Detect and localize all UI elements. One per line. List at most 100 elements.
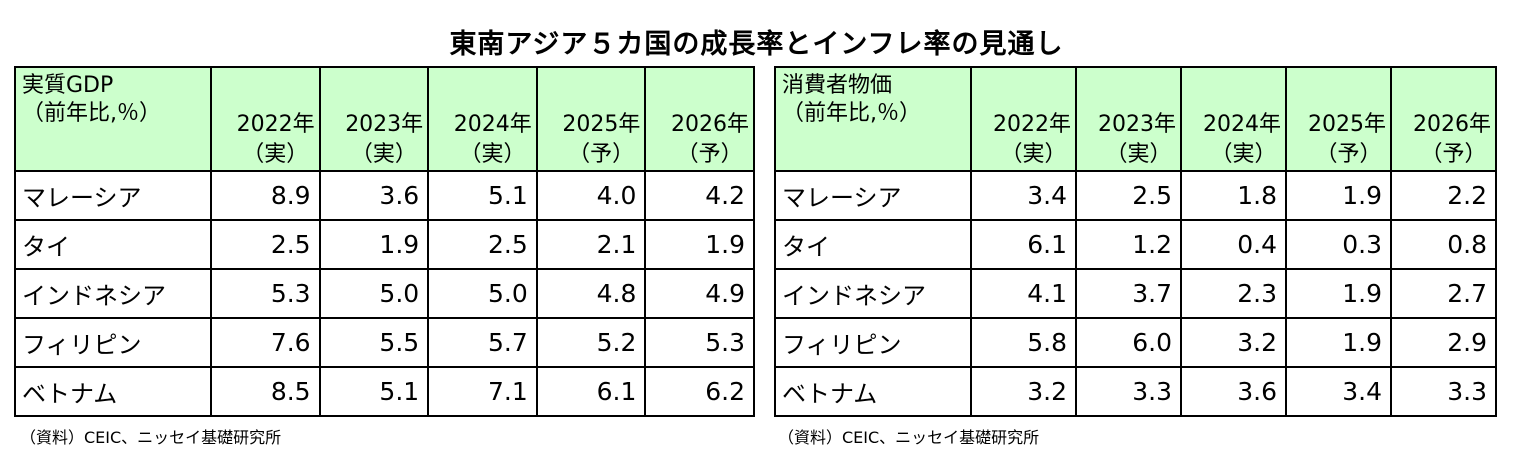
table-row: インドネシア 5.3 5.0 5.0 4.8 4.9 [14, 268, 755, 319]
table-cell-value: 0.8 [1390, 219, 1497, 270]
column-header: 2023年 （実） [318, 66, 430, 172]
country-name: インドネシア [14, 268, 212, 319]
table-cell-value: 2.5 [427, 219, 538, 270]
table-cell-value: 5.7 [427, 317, 538, 368]
table-cell-value: 3.6 [318, 170, 430, 221]
table-row: ベトナム 3.2 3.3 3.6 3.4 3.3 [774, 366, 1497, 417]
table-cell-value: 0.4 [1180, 219, 1287, 270]
corner-title: 消費者物価 [782, 73, 893, 98]
table-cell-value: 5.0 [318, 268, 430, 319]
country-name: フィリピン [14, 317, 212, 368]
table-cell-value: 7.1 [427, 366, 538, 417]
table-cell-value: 4.1 [970, 268, 1077, 319]
table-cell-value: 2.3 [1180, 268, 1287, 319]
table-row: インドネシア 4.1 3.7 2.3 1.9 2.7 [774, 268, 1497, 319]
column-header: 2024年 （実） [427, 66, 538, 172]
column-kind: （実） [1210, 142, 1277, 167]
country-name: インドネシア [774, 268, 972, 319]
table-cell-value: 5.5 [318, 317, 430, 368]
table-cell-value: 3.4 [1285, 366, 1392, 417]
table-cell-value: 2.5 [210, 219, 321, 270]
column-year: 2025年 [1308, 112, 1386, 137]
table-cell-value: 3.6 [1180, 366, 1287, 417]
table-cell-value: 5.8 [970, 317, 1077, 368]
table-cell-value: 7.6 [210, 317, 321, 368]
table-cell-value: 5.3 [644, 317, 755, 368]
table-cell-value: 1.8 [1180, 170, 1287, 221]
column-year: 2026年 [671, 112, 749, 137]
table-cell-value: 2.9 [1390, 317, 1497, 368]
table-cell-value: 3.7 [1075, 268, 1182, 319]
table-cell-value: 4.8 [535, 268, 647, 319]
country-name: ベトナム [14, 366, 212, 417]
table-cell-value: 8.9 [210, 170, 321, 221]
table-cell-value: 6.2 [644, 366, 755, 417]
table-cell-value: 1.9 [318, 219, 430, 270]
table-cell-value: 6.1 [970, 219, 1077, 270]
column-header: 2026年 （予） [644, 66, 755, 172]
country-name: マレーシア [774, 170, 972, 221]
table-cell-value: 2.2 [1390, 170, 1497, 221]
column-year: 2022年 [236, 112, 315, 137]
table-row: タイ 6.1 1.2 0.4 0.3 0.8 [774, 219, 1497, 270]
table-cell-value: 3.4 [970, 170, 1077, 221]
column-kind: （実） [1105, 142, 1172, 167]
column-kind: （実） [242, 142, 309, 167]
table-corner-label: 実質GDP （前年比,％） [14, 66, 212, 172]
table-cell-value: 3.2 [1180, 317, 1287, 368]
table-header-row: 消費者物価 （前年比,％） 2022年 （実） 2023年 （実） 2024年 （実） 2025… [774, 66, 1497, 172]
column-year: 2024年 [453, 112, 532, 137]
table-cell-value: 5.3 [210, 268, 321, 319]
table-cell-value: 0.3 [1285, 219, 1392, 270]
table-cell-value: 6.0 [1075, 317, 1182, 368]
column-header: 2024年 （実） [1180, 66, 1287, 172]
country-name: タイ [14, 219, 212, 270]
corner-unit: （前年比,％） [22, 101, 161, 126]
table-row: フィリピン 7.6 5.5 5.7 5.2 5.3 [14, 317, 755, 368]
column-year: 2023年 [345, 112, 424, 137]
table-cell-value: 3.2 [970, 366, 1077, 417]
table-corner-label: 消費者物価 （前年比,％） [774, 66, 972, 172]
table-cell-value: 3.3 [1390, 366, 1497, 417]
table-cell-value: 2.1 [535, 219, 647, 270]
column-header: 2022年 （実） [970, 66, 1077, 172]
column-kind: （予） [1315, 142, 1382, 167]
table-cell-value: 1.9 [1285, 170, 1392, 221]
table-cell-value: 2.5 [1075, 170, 1182, 221]
table-cell-value: 5.2 [535, 317, 647, 368]
table-cell-value: 1.9 [1285, 317, 1392, 368]
country-name: マレーシア [14, 170, 212, 221]
column-header: 2023年 （実） [1075, 66, 1182, 172]
table-row: フィリピン 5.8 6.0 3.2 1.9 2.9 [774, 317, 1497, 368]
table-cell-value: 5.1 [318, 366, 430, 417]
table-row: ベトナム 8.5 5.1 7.1 6.1 6.2 [14, 366, 755, 417]
country-name: ベトナム [774, 366, 972, 417]
column-kind: （予） [1420, 142, 1487, 167]
column-header: 2022年 （実） [210, 66, 321, 172]
table-cell-value: 1.9 [644, 219, 755, 270]
table-cell-value: 1.9 [1285, 268, 1392, 319]
table-cell-value: 5.1 [427, 170, 538, 221]
table-row: マレーシア 8.9 3.6 5.1 4.0 4.2 [14, 170, 755, 221]
column-year: 2022年 [993, 112, 1071, 137]
cpi-source-note: （資料）CEIC、ニッセイ基礎研究所 [778, 428, 1040, 447]
column-kind: （予） [568, 142, 635, 167]
column-kind: （予） [676, 142, 743, 167]
table-cell-value: 6.1 [535, 366, 647, 417]
corner-title: 実質GDP [22, 73, 114, 98]
table-cell-value: 3.3 [1075, 366, 1182, 417]
cpi-inflation-table: 消費者物価 （前年比,％） 2022年 （実） 2023年 （実） 2024年 （実） 2025… [774, 66, 1497, 417]
gdp-growth-table: 実質GDP （前年比,％） 2022年 （実） 2023年 （実） 2024年 （実） 2025… [14, 66, 755, 417]
column-kind: （実） [1000, 142, 1067, 167]
column-year: 2026年 [1413, 112, 1491, 137]
corner-unit: （前年比,％） [782, 101, 921, 126]
column-year: 2025年 [562, 112, 641, 137]
table-row: タイ 2.5 1.9 2.5 2.1 1.9 [14, 219, 755, 270]
column-header: 2025年 （予） [535, 66, 647, 172]
table-header-row: 実質GDP （前年比,％） 2022年 （実） 2023年 （実） 2024年 （実） 2025… [14, 66, 755, 172]
table-cell-value: 2.7 [1390, 268, 1497, 319]
table-cell-value: 1.2 [1075, 219, 1182, 270]
table-cell-value: 8.5 [210, 366, 321, 417]
column-header: 2025年 （予） [1285, 66, 1392, 172]
column-kind: （実） [459, 142, 526, 167]
